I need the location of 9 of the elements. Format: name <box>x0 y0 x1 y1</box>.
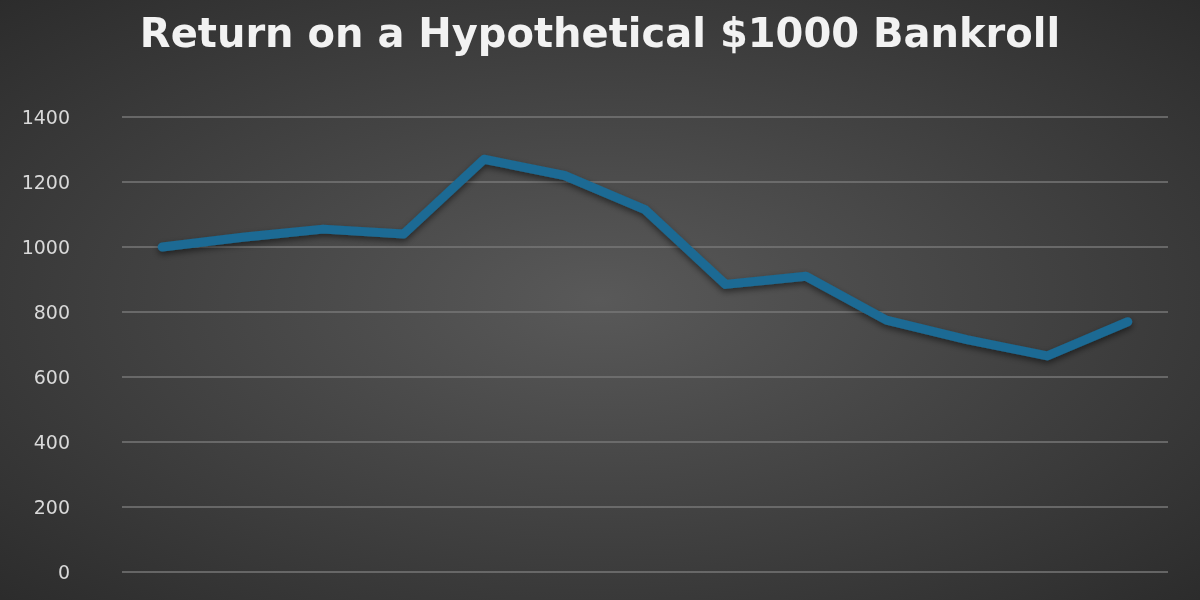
chart-title: Return on a Hypothetical $1000 Bankroll <box>139 10 1061 56</box>
y-tick-label: 1200 <box>21 171 70 193</box>
y-tick-label: 200 <box>33 496 70 518</box>
y-tick-label: 600 <box>33 366 70 388</box>
y-tick-label: 0 <box>57 561 70 583</box>
y-tick-label: 800 <box>33 301 70 323</box>
y-tick-label: 1000 <box>21 236 70 258</box>
y-tick-label: 400 <box>33 431 70 453</box>
y-tick-label: 1400 <box>21 106 70 128</box>
